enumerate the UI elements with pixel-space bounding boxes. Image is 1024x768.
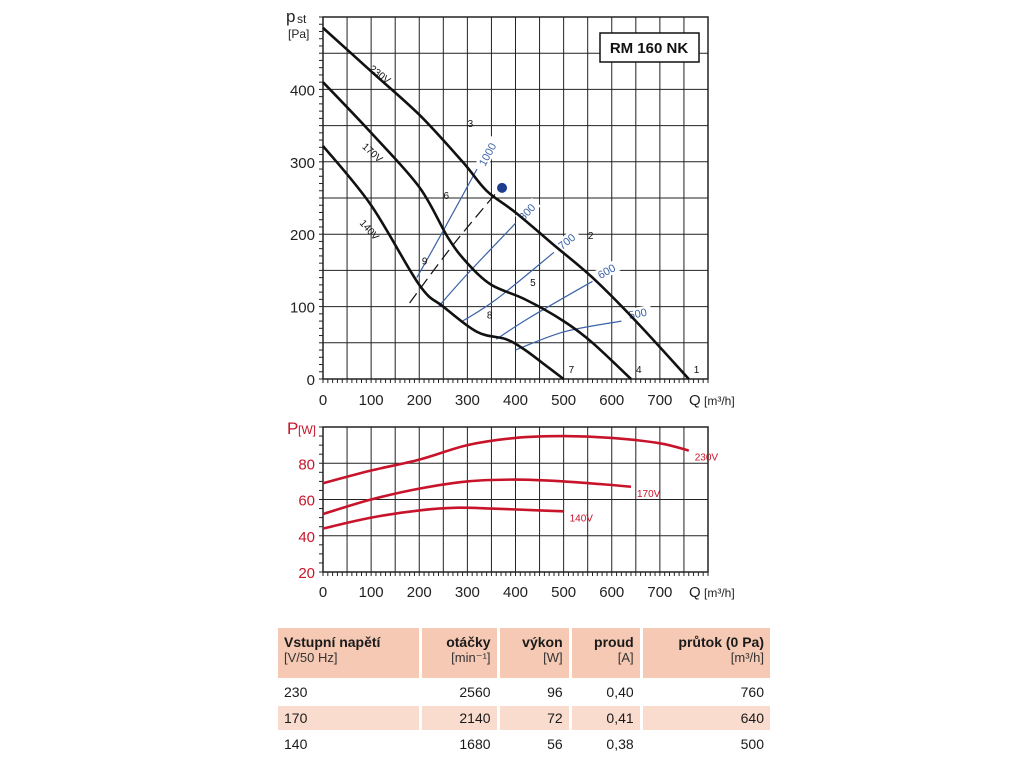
pressure-curve-140V bbox=[321, 145, 565, 381]
power-curve-230V bbox=[322, 434, 690, 485]
power-chart: 0 100 200 300 400 500 600 700 20 40 60 80 P [W] Q [m³/h… bbox=[287, 419, 735, 601]
rpm-label-bg bbox=[554, 228, 582, 254]
x-axis-label: Q bbox=[689, 584, 701, 601]
rpm-curve bbox=[438, 222, 516, 307]
x-tick-label: 300 bbox=[455, 584, 480, 601]
chart-title: RM 160 NK bbox=[610, 40, 689, 57]
x-axis-unit: [m³/h] bbox=[704, 586, 735, 600]
y-axis-label: P bbox=[287, 419, 298, 438]
y-tick-label: 60 bbox=[298, 493, 315, 510]
cell-current: 0,41 bbox=[570, 704, 643, 731]
cell-speed: 1680 bbox=[420, 730, 500, 756]
power-curve-label: 140V bbox=[570, 513, 594, 524]
x-tick-label: 0 bbox=[319, 584, 327, 601]
cell-flow: 640 bbox=[641, 704, 770, 731]
y-tick-label: 40 bbox=[298, 529, 315, 546]
y-axis-unit: [W] bbox=[298, 423, 316, 437]
point-label: 5 bbox=[530, 278, 536, 289]
cell-speed: 2140 bbox=[420, 704, 500, 731]
cell-speed: 2560 bbox=[420, 678, 500, 705]
cell-power: 96 bbox=[498, 678, 572, 705]
cell-voltage: 230 bbox=[278, 678, 423, 705]
y-axis-label-sub: st bbox=[297, 12, 307, 26]
x-tick-label: 400 bbox=[503, 584, 528, 601]
x-tick-label: 200 bbox=[407, 584, 432, 601]
rpm-curve bbox=[515, 320, 622, 351]
power-curve-170V bbox=[322, 478, 632, 516]
x-tick-label: 400 bbox=[503, 392, 528, 409]
plot-frame bbox=[322, 16, 709, 380]
point-label: 1 bbox=[694, 365, 700, 376]
point-label: 8 bbox=[487, 311, 493, 322]
point-label: 3 bbox=[468, 119, 474, 130]
cell-flow: 760 bbox=[641, 678, 770, 705]
header-power: výkon [W] bbox=[498, 628, 572, 679]
cell-power: 72 bbox=[498, 704, 572, 731]
x-tick-label: 500 bbox=[551, 584, 576, 601]
x-tick-label: 300 bbox=[455, 392, 480, 409]
point-label: 2 bbox=[588, 231, 594, 242]
y-tick-label: 0 bbox=[307, 372, 315, 389]
system-dashed-line bbox=[409, 186, 502, 304]
y-tick-label: 100 bbox=[290, 300, 315, 317]
y-tick-label: 20 bbox=[298, 565, 315, 582]
point-label: 9 bbox=[422, 256, 428, 267]
x-tick-label: 100 bbox=[359, 392, 384, 409]
table-row: 170 2140 72 0,41 640 bbox=[278, 704, 770, 731]
plot-frame bbox=[322, 426, 709, 573]
x-axis-unit: [m³/h] bbox=[704, 394, 735, 408]
point-label: 4 bbox=[636, 365, 642, 376]
x-tick-label: 200 bbox=[407, 392, 432, 409]
y-tick-label: 400 bbox=[290, 82, 315, 99]
cell-power: 56 bbox=[498, 730, 572, 756]
table-header-row: Vstupní napětí [V/50 Hz] otáčky [min⁻¹] vý… bbox=[278, 628, 770, 679]
table-row: 230 2560 96 0,40 760 bbox=[278, 678, 770, 705]
rpm-curve bbox=[462, 251, 555, 322]
power-curve-label: 230V bbox=[695, 453, 719, 464]
x-tick-label: 700 bbox=[647, 392, 672, 409]
x-tick-label: 700 bbox=[647, 584, 672, 601]
point-label: 7 bbox=[569, 365, 575, 376]
cell-flow: 500 bbox=[641, 730, 770, 756]
y-axis-label: p bbox=[286, 7, 295, 26]
y-tick-label: 80 bbox=[298, 456, 315, 473]
cell-current: 0,38 bbox=[570, 730, 643, 756]
y-axis-unit: [Pa] bbox=[288, 27, 309, 41]
header-voltage: Vstupní napětí [V/50 Hz] bbox=[278, 628, 423, 679]
curve-label: 140V bbox=[357, 218, 381, 243]
point-label: 6 bbox=[444, 191, 450, 202]
pressure-chart: 0 100 200 300 400 500 600 700 0 100 200 300 400 p st[P… bbox=[286, 7, 735, 409]
pressure-curve-230V bbox=[322, 26, 690, 380]
pressure-curve-170V bbox=[322, 81, 632, 380]
header-current: proud [A] bbox=[570, 628, 643, 679]
y-tick-label: 300 bbox=[290, 155, 315, 172]
operating-point bbox=[497, 182, 508, 193]
rpm-label-bg bbox=[593, 259, 622, 282]
x-tick-label: 500 bbox=[551, 392, 576, 409]
chart-title-box bbox=[599, 32, 700, 63]
rpm-label-bg bbox=[475, 135, 502, 170]
power-curve-label: 170V bbox=[637, 489, 661, 500]
cell-voltage: 170 bbox=[278, 704, 423, 731]
y-tick-label: 200 bbox=[290, 227, 315, 244]
cell-voltage: 140 bbox=[278, 730, 423, 756]
rpm-curve bbox=[495, 280, 593, 340]
spec-table: Vstupní napětí [V/50 Hz] otáčky [min⁻¹] vý… bbox=[278, 628, 770, 756]
x-axis-label: Q bbox=[689, 392, 701, 409]
table-row: 140 1680 56 0,38 500 bbox=[278, 730, 770, 756]
header-speed: otáčky [min⁻¹] bbox=[420, 628, 500, 679]
cell-current: 0,40 bbox=[570, 678, 643, 705]
rpm-label: 1000 bbox=[477, 141, 499, 168]
x-tick-label: 100 bbox=[359, 584, 384, 601]
power-curve-140V bbox=[322, 506, 564, 530]
header-flow: průtok (0 Pa) [m³/h] bbox=[641, 628, 770, 679]
x-tick-label: 0 bbox=[319, 392, 327, 409]
x-tick-label: 600 bbox=[599, 584, 624, 601]
x-tick-label: 600 bbox=[599, 392, 624, 409]
